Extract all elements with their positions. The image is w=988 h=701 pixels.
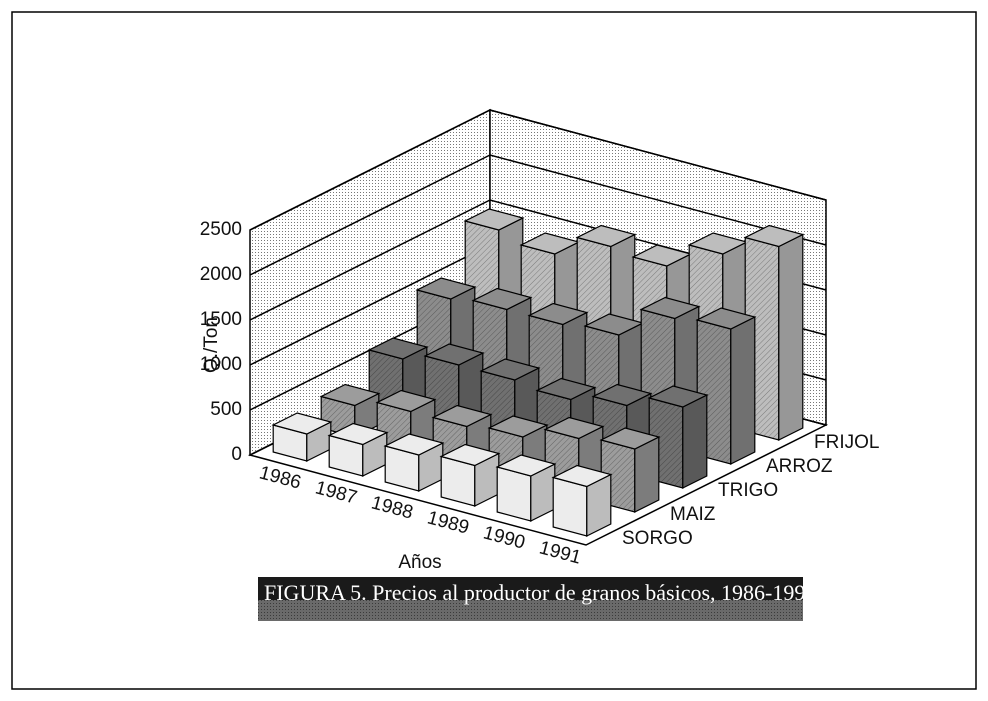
bar-top — [543, 416, 605, 440]
bar-top — [415, 277, 477, 300]
bar-top — [487, 415, 549, 438]
bar-top — [695, 307, 757, 330]
bar-3d — [383, 433, 445, 492]
series-label: TRIGO — [718, 480, 778, 501]
bar-top — [743, 224, 805, 248]
bar-top — [463, 208, 525, 231]
bar-top — [271, 412, 333, 435]
bar-side-shade — [778, 234, 803, 440]
grid-line — [249, 109, 827, 231]
bar-side-shade — [530, 464, 555, 521]
bar-side-shade — [586, 474, 611, 536]
grid-line — [249, 154, 827, 276]
bar-top — [431, 404, 493, 428]
bar-side-shade — [730, 317, 755, 464]
y-tick-label: 1500 — [200, 309, 242, 330]
bar-top — [495, 454, 557, 477]
caption: FIGURA 5. Precios al productor de granos… — [264, 580, 822, 605]
bar-side-shade — [474, 453, 499, 506]
bar-top — [639, 296, 701, 320]
bar-top — [439, 443, 501, 467]
y-tick-label: 0 — [231, 444, 242, 465]
series-label: MAIZ — [670, 504, 716, 525]
bar — [552, 476, 588, 537]
bar-3d — [327, 422, 389, 477]
bar-top — [535, 377, 597, 401]
bar-3d — [271, 412, 333, 462]
bar-3d — [743, 224, 805, 441]
bar-top — [375, 389, 437, 413]
y-axis-label: Q./Ton — [201, 317, 222, 373]
bar-side-shade — [634, 437, 659, 512]
bar-top — [319, 383, 381, 407]
bar-3d — [495, 454, 557, 522]
bar-side-shade — [306, 422, 331, 461]
x-axis-label: Años — [398, 552, 441, 573]
y-tick-label: 2000 — [200, 264, 242, 285]
bar-top — [575, 224, 637, 248]
y-tick-label: 500 — [210, 399, 242, 420]
bar-top — [591, 383, 653, 407]
bar-top — [647, 385, 709, 408]
series-label: SORGO — [622, 528, 693, 549]
bar-top — [471, 287, 533, 311]
bar-top — [527, 302, 589, 326]
bar-side-shade — [418, 443, 443, 491]
y-tick-label: 1000 — [200, 354, 242, 375]
frame — [11, 11, 977, 690]
bar-side-shade — [362, 432, 387, 476]
caption-texture — [258, 600, 803, 621]
bar-3d — [319, 383, 381, 438]
bar-3d — [439, 443, 501, 507]
series-label: FRIJOL — [814, 432, 879, 453]
bar-top — [383, 433, 445, 456]
bar-top — [479, 358, 541, 381]
bar-top — [367, 337, 429, 360]
bar-3d — [551, 464, 613, 537]
y-tick-label: 2500 — [200, 219, 242, 240]
bar-top — [327, 422, 389, 446]
series-label: ARROZ — [766, 456, 833, 477]
bar-side-shade — [682, 395, 707, 488]
bar-top — [599, 427, 661, 450]
bar-top — [423, 343, 485, 366]
bar-top — [551, 464, 613, 488]
